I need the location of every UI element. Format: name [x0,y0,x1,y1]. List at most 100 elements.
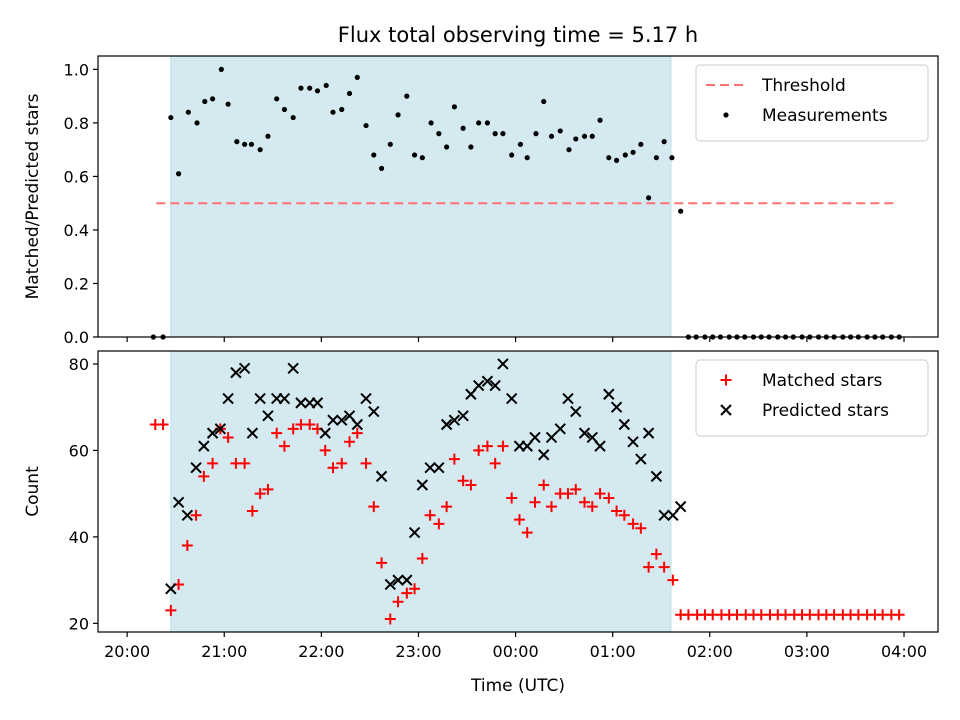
predicted-stars-point [642,427,655,439]
matched-stars-point [401,587,413,599]
predicted-stars-point [262,410,274,422]
top-panel-x-axis [126,337,905,342]
measurements-point [476,120,482,126]
measurements-point [653,155,659,161]
measurements-point [581,133,588,139]
measurements-point [307,85,313,91]
predicted-stars-point [319,427,331,439]
measurements-point [589,133,595,139]
predicted-stars-point [658,509,670,521]
bottom-panel-y-label: Count [23,466,43,517]
matched-stars-point [278,440,290,452]
predicted-stars-point [554,423,566,435]
predicted-stars-point [424,462,436,474]
matched-stars-point [433,518,445,530]
predicted-stars-point [603,388,615,400]
measurements-point [669,155,675,161]
measurements-point [176,171,182,177]
matched-stars-point [157,418,169,430]
measurements-point [436,131,442,137]
matched-stars-point [262,483,274,495]
measurements-point [484,120,491,126]
matched-stars-point [254,488,266,500]
measurements-point [509,152,515,158]
measurements-point [646,195,652,201]
predicted-stars-point [375,470,388,483]
legend-label-threshold: Threshold [761,76,846,96]
predicted-stars-point [214,423,227,435]
top-panel-y-axis: 0.0 0.2 0.4 0.6 0.8 1.0 [64,60,98,347]
predicted-stars-point [238,362,251,374]
matched-stars-point [351,427,363,439]
matched-stars-point [667,574,679,586]
predicted-stars-point [416,479,429,491]
measurements-point [346,90,353,97]
measurements-point [638,141,644,147]
matched-stars-point [529,496,541,508]
matched-stars-point [198,470,210,482]
x-tick-label: 00:00 [493,642,539,661]
predicted-stars-point [448,414,461,426]
predicted-stars-point [545,431,558,444]
predicted-stars-point [570,405,582,418]
predicted-stars-point [505,392,518,405]
matched-stars-point [165,604,177,616]
measurements-point [411,152,418,158]
matched-stars-point [618,509,630,521]
predicted-stars-point [635,453,647,465]
top-panel: 0.0 0.2 0.4 0.6 0.8 1.0 Matched/Predicted sta… [23,55,939,347]
predicted-stars-point [172,496,185,509]
measurements-point [395,112,401,118]
matched-stars-point [546,501,558,513]
y-tick-label: 0.2 [64,274,89,293]
predicted-stars-point [650,470,663,483]
matched-stars-point [586,501,598,513]
measurements-point [622,152,628,158]
legend-label-measurements: Measurements [762,106,888,126]
matched-stars-point [384,613,396,625]
matched-stars-point [627,518,639,530]
predicted-stars-point [408,526,421,539]
matched-stars-point [246,505,258,517]
measurements-point [234,139,240,145]
observing-window-shade [170,351,671,632]
predicted-stars-point [351,418,363,431]
predicted-stars-point [489,379,501,392]
matched-stars-point [287,423,299,435]
matched-stars-point [319,444,331,456]
y-tick-label: 60 [69,441,89,460]
predicted-stars-point [433,462,445,474]
measurements-point [630,149,636,155]
matched-stars-point [611,505,623,517]
predicted-stars-point [190,462,202,474]
bottom-panel-frame [97,350,939,633]
predicted-stars-point [222,392,234,405]
top-panel-frame [97,55,939,338]
predicted-stars-point [472,379,485,392]
measurements-point [314,88,321,94]
predicted-stars-point [562,392,574,405]
measurements-point [387,141,393,147]
x-tick-label: 23:00 [395,642,441,661]
matched-stars-point [392,596,404,608]
matched-stars-point [893,609,905,621]
predicted-stars-point [254,392,266,405]
measurements-point [194,120,200,126]
matched-stars-point [409,583,421,595]
y-tick-label: 0.8 [64,114,89,133]
matched-stars-point [570,483,582,495]
x-tick-label: 22:00 [298,642,344,661]
measurements-point [290,114,296,121]
matched-stars-point [448,453,460,465]
legend-swatch-matched-stars [720,374,732,386]
predicted-stars-point [392,574,404,586]
x-tick-label: 20:00 [104,642,150,661]
matched-stars-point [360,457,372,469]
legend-box [695,64,929,142]
observing-window-shade [170,56,671,337]
measurements-point [248,141,255,147]
matched-stars-point [271,427,283,439]
predicted-stars-point [674,500,687,513]
y-tick-label: 80 [69,355,89,374]
measurements-point [524,155,530,161]
